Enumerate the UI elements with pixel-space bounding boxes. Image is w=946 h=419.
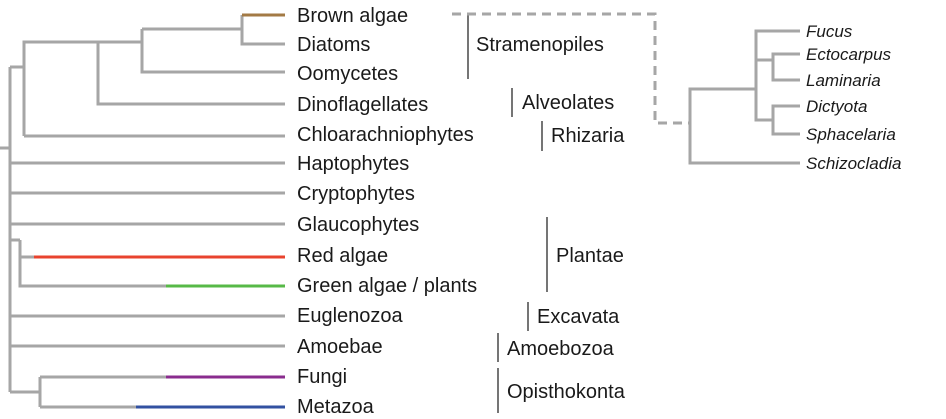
group-rhizaria: Rhizaria — [551, 125, 625, 147]
group-stramenopiles: Stramenopiles — [476, 34, 604, 56]
genus-ectocarpus: Ectocarpus — [806, 45, 892, 64]
taxon-metazoa: Metazoa — [297, 396, 375, 418]
taxon-cryptophytes: Cryptophytes — [297, 183, 415, 205]
inset-stem — [688, 87, 756, 123]
taxon-brown-algae: Brown algae — [297, 5, 408, 27]
group-plantae: Plantae — [556, 245, 624, 267]
diatom-brown-node — [142, 15, 285, 46]
taxon-glaucophytes: Glaucophytes — [297, 214, 419, 236]
main-tree-branches — [0, 15, 285, 409]
inset-lower-stem — [754, 89, 773, 122]
inset-tree-branches — [688, 29, 800, 165]
taxon-haptophytes: Haptophytes — [297, 153, 409, 175]
genus-sphacelaria: Sphacelaria — [806, 125, 896, 144]
dictyota-sphacelaria-node — [771, 104, 800, 136]
taxon-oomycetes: Oomycetes — [297, 63, 398, 85]
rhizaria-branch — [22, 67, 285, 138]
taxon-chlorarachniophytes: Chloarachniophytes — [297, 124, 474, 146]
stramenopile-node — [98, 29, 285, 74]
taxon-green-algae: Green algae / plants — [297, 275, 477, 297]
group-excavata: Excavata — [537, 306, 620, 328]
schizocladia-branch — [688, 123, 800, 165]
taxon-amoebae: Amoebae — [297, 336, 383, 358]
opisthokont-node — [10, 377, 42, 407]
genus-laminaria: Laminaria — [806, 71, 881, 90]
root-spine — [0, 146, 12, 392]
genus-dictyota: Dictyota — [806, 97, 867, 116]
genus-schizocladia: Schizocladia — [806, 154, 901, 173]
group-alveolates: Alveolates — [522, 92, 614, 114]
ectocarpus-laminaria-node — [756, 52, 800, 82]
taxon-euglenozoa: Euglenozoa — [297, 305, 404, 327]
group-opisthokonta: Opisthokonta — [507, 381, 626, 403]
genus-fucus: Fucus — [806, 22, 853, 41]
sar-stem — [22, 40, 98, 67]
chromalveolate-stem — [8, 65, 24, 148]
inset-connector — [452, 12, 690, 125]
taxon-dinoflagellates: Dinoflagellates — [297, 94, 428, 116]
alveolate-branch — [96, 42, 285, 106]
group-amoebozoa: Amoebozoa — [507, 338, 615, 360]
fucus-branch — [754, 29, 800, 89]
plantae-node — [8, 224, 166, 288]
taxon-fungi: Fungi — [297, 366, 347, 388]
taxon-diatoms: Diatoms — [297, 34, 370, 56]
taxon-red-algae: Red algae — [297, 245, 388, 267]
